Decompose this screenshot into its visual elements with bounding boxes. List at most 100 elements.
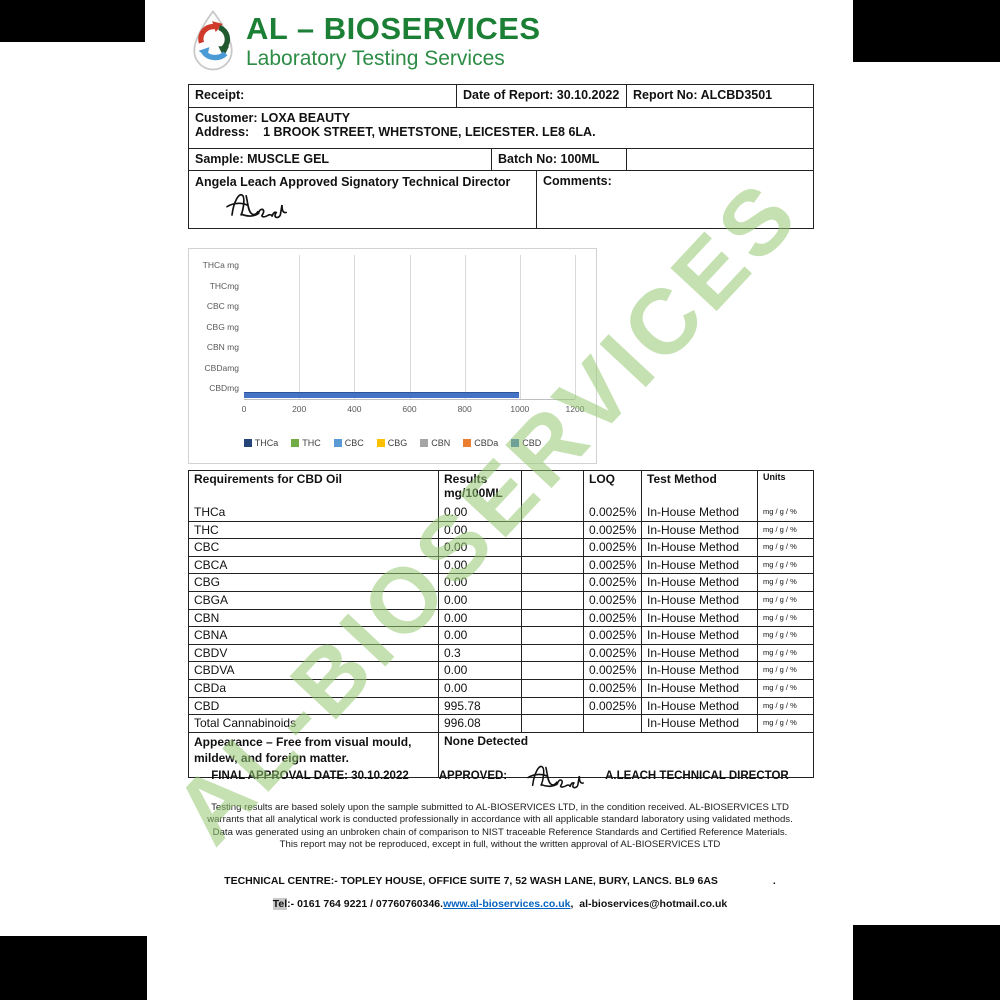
legend-swatch-icon	[243, 439, 252, 447]
legend-item-THCa: THCa	[243, 438, 278, 448]
chart-category-label: CBC mg	[206, 301, 239, 311]
loq-value: 0.0025%	[583, 679, 641, 697]
test-method: In-House Method	[641, 627, 757, 644]
table-row-cbn: CBN 0.00 0.0025% In-House Method mg / g / %	[189, 608, 813, 627]
loq-value: 0.0025%	[583, 504, 641, 521]
approval-line: FINAL APPROVAL DATE: 30.10.2022 APPROVED…	[188, 762, 812, 790]
photo-backdrop-corner	[853, 925, 1000, 1000]
batch-no-cell: Batch No: 100ML	[491, 149, 626, 170]
loq-value: 0.0025%	[583, 556, 641, 574]
photo-backdrop-corner	[0, 0, 145, 42]
appearance-label: Appearance – Free from visual mould, mil…	[194, 734, 412, 765]
chart-category-label: CBN mg	[206, 342, 239, 352]
legend-swatch-icon	[291, 439, 300, 447]
results-table: Requirements for CBD Oil Results mg/100M…	[188, 470, 814, 778]
legend-swatch-icon	[376, 439, 385, 447]
analyte-name: CBDV	[194, 645, 228, 660]
loq-value: 0.0025%	[583, 591, 641, 609]
legend-label: CBG	[387, 438, 408, 448]
table-row-cbdv: CBDV 0.3 0.0025% In-House Method mg / g / %	[189, 643, 813, 662]
photo-backdrop-corner	[0, 936, 147, 1000]
legend-label: THC	[302, 438, 321, 448]
legend-label: CBDa	[474, 438, 499, 448]
chart-x-tick-label: 800	[457, 404, 472, 414]
chart-gridline	[575, 255, 576, 399]
analyte-name: CBNA	[194, 628, 228, 643]
col-header-results: Results mg/100ML	[438, 471, 521, 504]
col-header-blank	[521, 471, 583, 504]
test-method: In-House Method	[641, 715, 757, 732]
test-method: In-House Method	[641, 662, 757, 679]
tel-label: Tel	[272, 898, 288, 910]
chart-plot-area	[244, 255, 576, 399]
chart-category-label: THCmg	[209, 280, 239, 291]
chart-gridline	[464, 255, 466, 399]
loq-value: 0.0025%	[583, 627, 641, 644]
test-method: In-House Method	[641, 574, 757, 591]
test-method: In-House Method	[641, 556, 757, 574]
final-approval-date: FINAL APPROVAL DATE: 30.10.2022	[211, 770, 409, 782]
technical-centre-line: TECHNICAL CENTRE:- TOPLEY HOUSE, OFFICE …	[224, 875, 776, 887]
blank-cell	[521, 591, 583, 609]
table-row-cbda: CBDa 0.00 0.0025% In-House Method mg / g / %	[189, 678, 813, 697]
units-value: mg / g / %	[757, 715, 813, 732]
blank-cell	[521, 715, 583, 732]
loq-value: 0.0025%	[583, 539, 641, 556]
website-link[interactable]: www.al-bioservices.co.uk	[443, 898, 571, 910]
blank-cell	[521, 662, 583, 679]
legend-label: CBC	[344, 438, 364, 448]
chart-x-tick-label: 1200	[565, 404, 585, 414]
blank-cell	[521, 539, 583, 556]
table-row-thca: THCa 0.00 0.0025% In-House Method mg / g / %	[189, 504, 813, 521]
loq-value: 0.0025%	[583, 521, 641, 539]
legend-label: CBN	[431, 438, 451, 448]
chart-category-label: CBG mg	[206, 321, 239, 332]
blank-cell	[521, 574, 583, 591]
result-value: 0.00	[438, 574, 521, 591]
result-value: 0.00	[438, 591, 521, 609]
chart-category-label: CBDmg	[209, 383, 239, 393]
blank-cell	[521, 504, 583, 521]
legend-swatch-icon	[420, 439, 429, 447]
chart-y-axis-labels: THCa mg THCmg CBC mg CBG mg CBN mg CBDamg CBDm…	[189, 255, 239, 399]
table-row-cbga: CBGA 0.00 0.0025% In-House Method mg / g / %	[189, 590, 813, 609]
units-value: mg / g / %	[757, 627, 813, 644]
loq-value: 0.0025%	[583, 574, 641, 591]
table-row-cbna: CBNA 0.00 0.0025% In-House Method mg / g / %	[189, 626, 813, 644]
legend-item-CBG: CBG	[376, 438, 408, 448]
loq-value	[583, 715, 641, 732]
appearance-value: None Detected	[438, 732, 813, 777]
units-value: mg / g / %	[757, 679, 813, 697]
test-method: In-House Method	[641, 697, 757, 715]
units-value: mg / g / %	[757, 539, 813, 556]
blank-cell	[521, 627, 583, 644]
legend-swatch-icon	[463, 439, 472, 447]
chart-category-label: CBDamg	[204, 362, 239, 373]
analyte-name: CBDVA	[194, 663, 235, 678]
report-no-cell: Report No: ALCBD3501	[626, 85, 813, 107]
col-header-units: Units	[757, 471, 813, 504]
analyte-name: CBD	[194, 698, 220, 713]
blank-cell	[521, 679, 583, 697]
company-tagline: Laboratory Testing Services	[246, 46, 505, 70]
result-value: 996.08	[438, 715, 521, 732]
company-name: AL – BIOSERVICES	[246, 11, 541, 47]
units-value: mg / g / %	[757, 609, 813, 627]
test-method: In-House Method	[641, 644, 757, 662]
chart-x-tick-label: 200	[292, 404, 307, 414]
header-logo: AL – BIOSERVICES Laboratory Testing Serv…	[188, 8, 541, 76]
units-value: mg / g / %	[757, 697, 813, 715]
table-row-total-cannabinoids: Total Cannabinoids 996.08 In-House Method m…	[189, 714, 813, 732]
signatory-cell: Angela Leach Approved Signatory Technica…	[189, 171, 536, 228]
blank-cell	[521, 556, 583, 574]
blank-cell	[521, 697, 583, 715]
analyte-name: CBGA	[194, 592, 229, 607]
disclaimer-text: Testing results are based solely upon th…	[207, 802, 793, 850]
result-value: 0.00	[438, 539, 521, 556]
col-header-requirements: Requirements for CBD Oil	[194, 472, 343, 486]
signatory-name: Angela Leach Approved Signatory Technica…	[195, 175, 511, 189]
result-value: 0.00	[438, 627, 521, 644]
result-value: 995.78	[438, 697, 521, 715]
email-address: al-bioservices@hotmail.co.uk	[579, 898, 728, 910]
photo-backdrop-corner	[853, 0, 1000, 62]
